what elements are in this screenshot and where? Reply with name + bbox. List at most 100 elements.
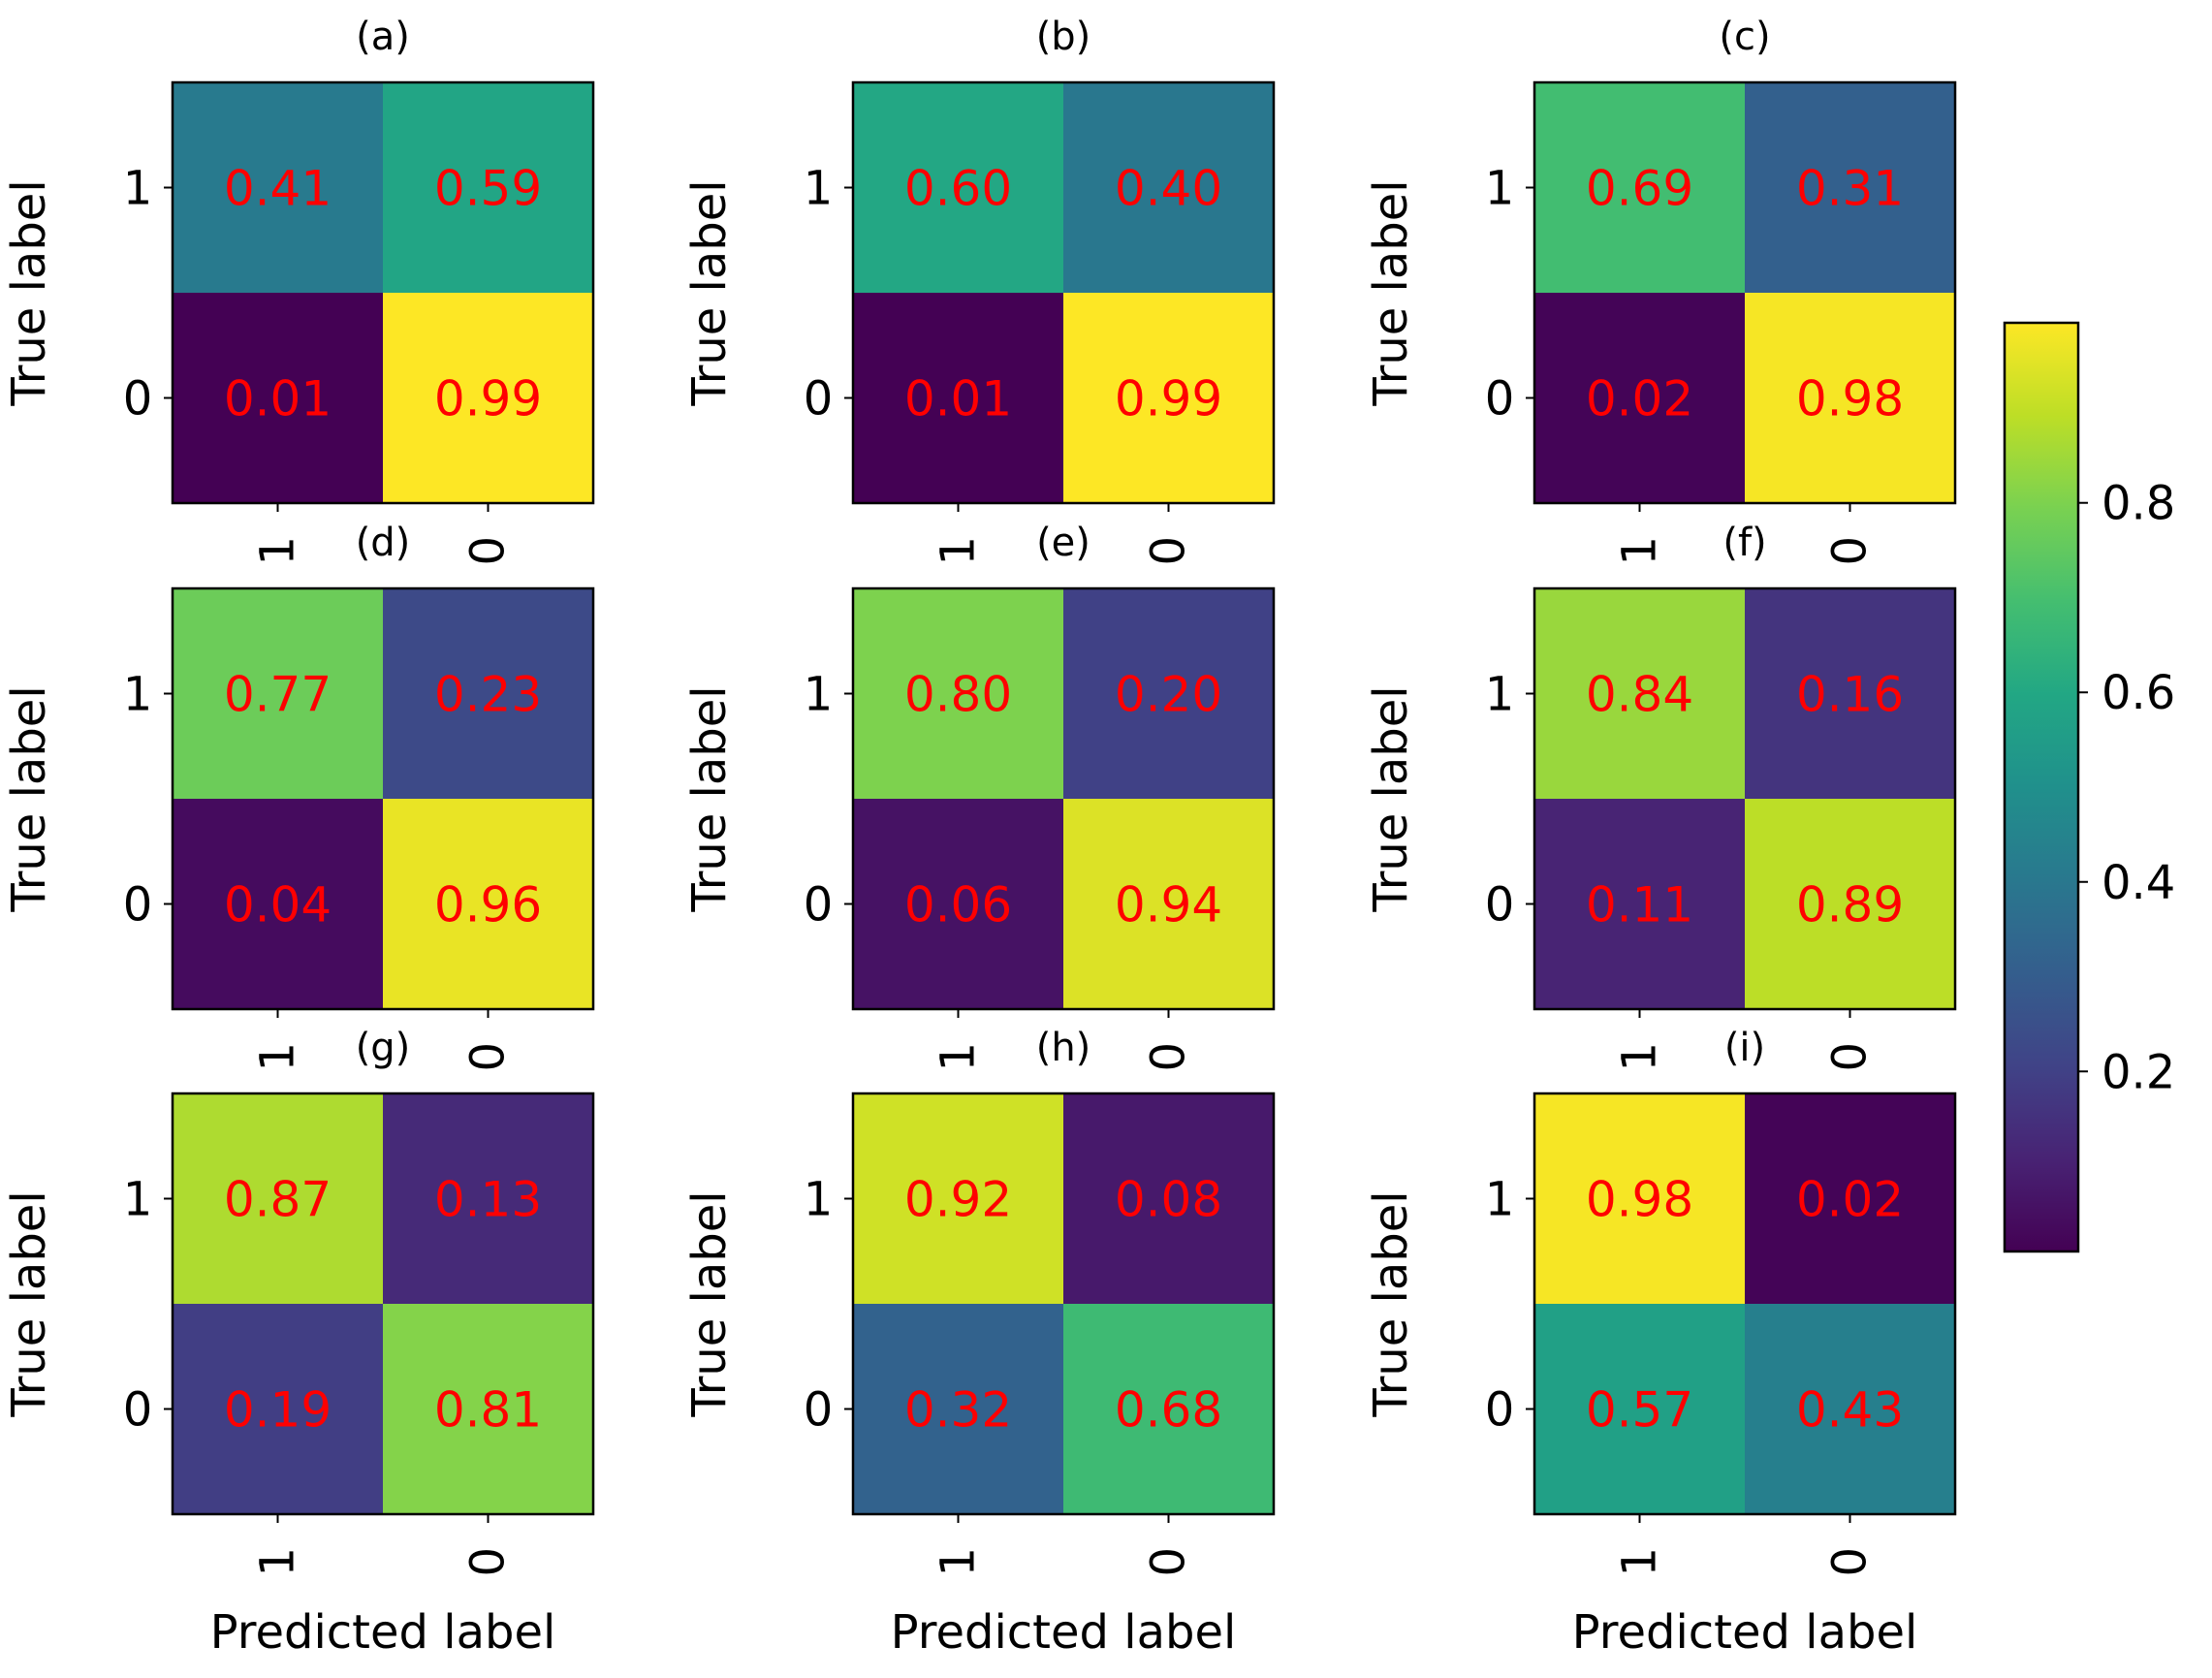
heatmap-cell <box>853 1304 1063 1514</box>
cell-value-label: 0.02 <box>1586 371 1693 427</box>
x-tick-label: 0 <box>1823 1042 1878 1072</box>
cell-value-label: 0.99 <box>434 371 542 427</box>
cell-value-label: 0.02 <box>1796 1172 1904 1228</box>
cell-value-label: 0.04 <box>224 877 332 934</box>
y-tick-label: 1 <box>1485 1173 1515 1227</box>
x-tick-label: 0 <box>1823 536 1878 566</box>
x-tick-label: 1 <box>932 1547 986 1577</box>
x-tick-label: 1 <box>251 536 305 566</box>
cell-value-label: 0.96 <box>434 877 542 934</box>
heatmap-cell <box>1745 1093 1955 1304</box>
x-axis-label: Predicted label <box>891 1605 1237 1660</box>
cell-value-label: 0.98 <box>1586 1172 1693 1228</box>
cell-value-label: 0.41 <box>224 161 332 217</box>
colorbar-tick-label: 0.8 <box>2101 477 2175 531</box>
x-axis-label: Predicted label <box>210 1605 556 1660</box>
cell-value-label: 0.16 <box>1796 667 1904 723</box>
heatmap-cell <box>173 1093 383 1304</box>
y-tick-label: 0 <box>804 1383 834 1438</box>
panel-title: (e) <box>1036 521 1090 565</box>
heatmap-cell <box>1745 799 1955 1009</box>
cell-value-label: 0.68 <box>1115 1382 1222 1439</box>
y-tick-label: 1 <box>1485 668 1515 722</box>
y-tick-label: 0 <box>1485 878 1515 933</box>
heatmap-cell <box>1745 293 1955 503</box>
heatmap-cell <box>1534 588 1745 799</box>
cell-value-label: 0.69 <box>1586 161 1693 217</box>
cell-value-label: 0.13 <box>434 1172 542 1228</box>
heatmap-cell <box>853 293 1063 503</box>
x-tick-label: 0 <box>461 536 516 566</box>
y-tick-label: 1 <box>1485 162 1515 216</box>
x-tick-label: 1 <box>932 536 986 566</box>
cell-value-label: 0.19 <box>224 1382 332 1439</box>
panel-title: (c) <box>1719 15 1770 59</box>
matrix-frame <box>851 1092 1276 1516</box>
y-tick-label: 0 <box>1485 372 1515 427</box>
y-tick-label: 0 <box>1485 1383 1515 1438</box>
heatmap-cell <box>1063 799 1274 1009</box>
x-tick-label: 0 <box>1142 536 1196 566</box>
x-tick-label: 0 <box>461 1547 516 1577</box>
panel-title: (b) <box>1036 15 1091 59</box>
heatmap-cell <box>1534 293 1745 503</box>
y-tick-label: 1 <box>804 1173 834 1227</box>
x-tick-label: 0 <box>1142 1547 1196 1577</box>
panel-title: (a) <box>356 15 410 59</box>
cell-value-label: 0.89 <box>1796 877 1904 934</box>
heatmap-cell <box>173 588 383 799</box>
y-tick-label: 1 <box>123 1173 153 1227</box>
x-tick-label: 1 <box>932 1042 986 1072</box>
x-tick-label: 1 <box>1613 1042 1667 1072</box>
matrix-frame <box>171 1092 595 1516</box>
heatmap-cell <box>1534 1093 1745 1304</box>
heatmap-cell <box>1063 1093 1274 1304</box>
cell-value-label: 0.01 <box>904 371 1012 427</box>
cell-value-label: 0.98 <box>1796 371 1904 427</box>
cell-value-label: 0.06 <box>904 877 1012 934</box>
heatmap-cell <box>383 1304 593 1514</box>
x-tick-label: 0 <box>1823 1547 1878 1577</box>
y-axis-label: True label <box>1364 685 1418 912</box>
matrix-frame <box>1533 1092 1957 1516</box>
heatmap-cell <box>1745 82 1955 293</box>
y-axis-label: True label <box>2 685 56 912</box>
y-tick-label: 0 <box>123 878 153 933</box>
colorbar-tick-label: 0.4 <box>2101 856 2175 910</box>
y-axis-label: True label <box>682 685 737 912</box>
panel-title: (h) <box>1036 1026 1091 1070</box>
cell-value-label: 0.80 <box>904 667 1012 723</box>
cell-value-label: 0.94 <box>1115 877 1222 934</box>
heatmap-cell <box>1745 1304 1955 1514</box>
y-axis-label: True label <box>1364 1190 1418 1417</box>
x-tick-label: 1 <box>1613 536 1667 566</box>
heatmap-cell <box>1745 588 1955 799</box>
matrix-frame <box>1533 586 1957 1011</box>
cell-value-label: 0.60 <box>904 161 1012 217</box>
colorbar <box>2003 321 2080 1253</box>
cell-value-label: 0.31 <box>1796 161 1904 217</box>
heatmap-cell <box>1063 293 1274 503</box>
x-tick-label: 1 <box>251 1042 305 1072</box>
y-tick-label: 0 <box>123 1383 153 1438</box>
colorbar-tick-label: 0.2 <box>2101 1045 2175 1099</box>
y-tick-label: 1 <box>804 668 834 722</box>
panel-title: (d) <box>356 521 411 565</box>
cell-value-label: 0.08 <box>1115 1172 1222 1228</box>
heatmap-cell <box>383 293 593 503</box>
y-tick-label: 1 <box>123 668 153 722</box>
cell-value-label: 0.59 <box>434 161 542 217</box>
matrix-frame <box>851 586 1276 1011</box>
heatmap-cell <box>383 1093 593 1304</box>
heatmap-cell <box>173 799 383 1009</box>
x-tick-label: 1 <box>1613 1547 1667 1577</box>
cell-value-label: 0.11 <box>1586 877 1693 934</box>
heatmap-cell <box>1063 588 1274 799</box>
x-axis-label: Predicted label <box>1572 1605 1918 1660</box>
matrix-frame <box>171 80 595 505</box>
cell-value-label: 0.43 <box>1796 1382 1904 1439</box>
heatmap-cell <box>853 588 1063 799</box>
x-tick-label: 0 <box>1142 1042 1196 1072</box>
